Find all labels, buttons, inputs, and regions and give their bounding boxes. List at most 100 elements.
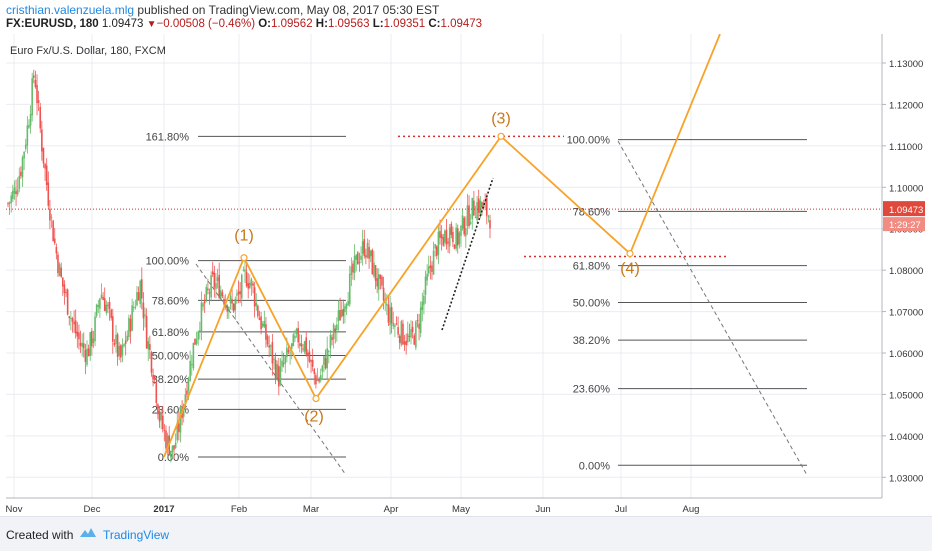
candle-body [31,78,33,116]
candle-body [303,341,306,352]
candle-body [10,195,13,203]
wave-label: (4) [620,261,640,278]
candle-body [115,334,117,344]
candle-body [45,165,48,185]
candle-body [318,379,320,382]
candle-body [131,305,133,331]
candle-body [453,244,456,249]
candle-body [170,450,172,457]
candle-body [365,255,367,258]
candle-body [199,330,201,332]
candle-body [232,303,235,312]
fib-right-label: 50.00% [573,297,611,309]
wave-pivot [240,254,248,262]
candle-body [139,280,141,304]
x-tick-label: Aug [683,504,700,515]
candle-body [129,318,132,332]
candle-body [353,256,356,273]
candle-body [137,292,140,301]
candle-body [94,316,96,342]
candle-body [176,422,179,441]
candle-body [274,359,277,380]
candle-body [389,307,391,326]
candle-body [110,309,112,319]
candle-body [347,300,349,306]
candle-body [70,317,72,320]
candle-body [28,124,30,128]
candle-body [384,302,387,304]
price-change: −0.00508 (−0.46%) [156,18,256,30]
candle-body [24,144,27,149]
candle-body [36,84,38,104]
candle-body [403,341,406,345]
candle-body [321,365,324,372]
candle-body [192,342,195,369]
time-axis[interactable]: Nov Dec 2017 Feb Mar Apr May Jun Jul Aug [6,504,700,515]
candle-body [52,220,54,242]
candle-body [173,445,175,450]
candle-body [455,227,457,249]
candle-body [215,283,217,290]
candle-body [234,298,237,311]
candle-body [126,335,129,341]
candle-body [153,376,156,380]
y-tick-label: 1.07000 [889,308,923,319]
candle-body [382,287,385,301]
candle-body [361,241,364,254]
candle-body [20,171,22,176]
candle-body [263,320,266,328]
y-tick-label: 1.05000 [889,390,923,401]
candle-body [55,246,58,254]
price-chart[interactable]: 161.80% 100.00% 78.60% 61.80% 50.00% 38.20% 23… [6,33,926,516]
candle-body [413,335,416,345]
candle-body [13,187,16,194]
grid [6,34,882,498]
symbol-label: FX:EURUSD, 180 [6,18,99,30]
candle-body [228,307,230,312]
fib-left-label: 50.00% [152,350,190,362]
x-tick-label: Nov [6,504,23,515]
x-tick-label: Jun [535,504,550,515]
candle-body [276,364,279,380]
candle-body [315,375,317,385]
candle-body [116,334,119,357]
candle-body [336,324,338,331]
candle-body [268,345,270,348]
price-axis[interactable]: 1.03000 1.04000 1.05000 1.06000 1.07000 1.080… [882,59,925,484]
candle-body [397,327,399,335]
candle-body [297,327,299,343]
candle-body [340,309,343,317]
candle-body [179,409,182,433]
candle-body [42,147,45,164]
candle-body [236,293,238,296]
y-tick-label: 1.08000 [889,266,923,277]
candle-body [108,301,111,309]
candle-body [194,338,196,345]
candle-body [284,356,287,364]
candle-body [345,304,348,309]
candle-body [87,348,90,357]
candle-body [250,279,253,286]
author-link[interactable]: cristhian.valenzuela.mlg [6,3,135,17]
chart-header: cristhian.valenzuela.mlg published on Tr… [0,0,932,34]
candle-body [15,191,17,194]
footer-bar: Created with TradingView [0,516,932,551]
x-tick-label: Mar [303,504,319,515]
low-value: 1.09351 [383,18,426,30]
candle-body [295,328,298,334]
candle-body [86,348,88,365]
candle-body [308,351,311,362]
candle-body [487,216,490,218]
tradingview-link[interactable]: TradingView [103,528,170,542]
chart-area[interactable]: 161.80% 100.00% 78.60% 61.80% 50.00% 38.20% 23… [6,33,926,516]
candle-body [418,323,420,329]
candle-body [406,333,409,343]
candle-body [161,415,164,430]
candle-body [316,380,319,382]
candle-body [461,215,464,229]
candle-body [136,292,138,306]
fib-left-label: 61.80% [152,327,190,339]
candle-body [405,340,407,346]
candle-body [102,296,104,300]
candle-body [334,328,337,333]
